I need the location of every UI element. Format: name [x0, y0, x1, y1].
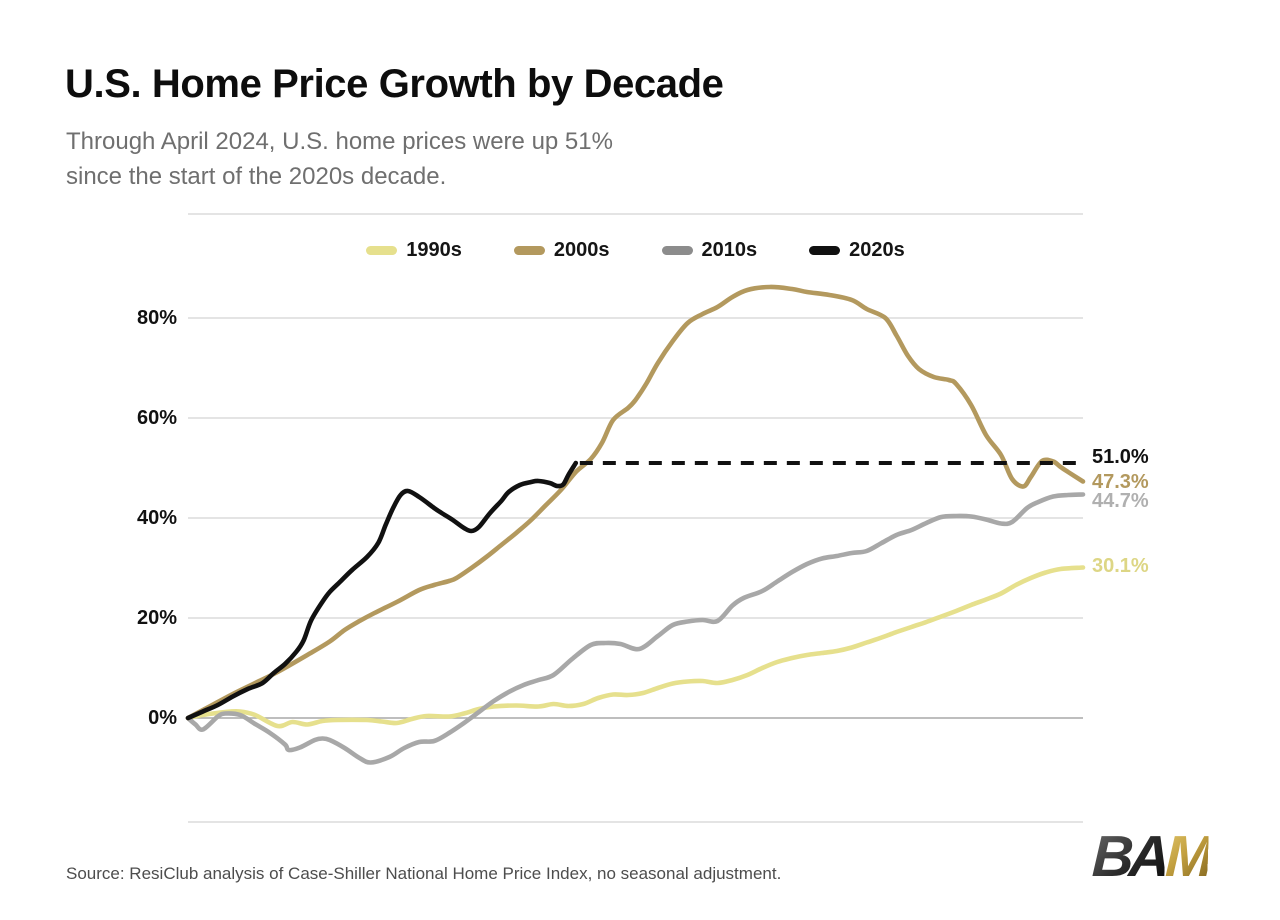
- legend-swatch-1990s: [366, 245, 398, 255]
- legend-swatch-2010s: [661, 245, 693, 255]
- legend-label-2010s: 2010s: [701, 239, 758, 261]
- chart-subtitle-line1: Through April 2024, U.S. home prices wer…: [66, 128, 613, 155]
- legend: 1990s 2000s 2010s 2020s: [188, 240, 1083, 260]
- legend-item-2010s: 2010s: [661, 239, 758, 261]
- legend-swatch-2020s: [809, 245, 841, 255]
- y-tick-0%: 0%: [148, 707, 177, 729]
- end-label-1990s: 30.1%: [1092, 554, 1149, 577]
- series-line-1990s: [185, 565, 1086, 729]
- end-label-2020s: 51.0%: [1092, 446, 1149, 468]
- source-note: Source: ResiClub analysis of Case-Shille…: [66, 864, 782, 883]
- series-line-2020s: [185, 460, 579, 721]
- legend-item-2000s: 2000s: [513, 239, 610, 261]
- series-line-2000s: [185, 284, 1086, 721]
- legend-item-2020s: 2020s: [809, 240, 905, 260]
- series-line-2010s: [185, 492, 1086, 765]
- y-tick-40%: 40%: [136, 507, 177, 529]
- chart-title: U.S. Home Price Growth by Decade: [65, 62, 724, 106]
- y-tick-20%: 20%: [136, 607, 177, 629]
- end-label-2010s: 44.7%: [1092, 490, 1149, 512]
- bam-logo-gold-letter: M: [1164, 824, 1210, 889]
- bam-logo: BAM: [1090, 824, 1210, 889]
- bam-logo-dark-letters: BA: [1090, 824, 1167, 889]
- chart-subtitle: Through April 2024, U.S. home prices wer…: [66, 124, 613, 194]
- end-label-2000s: 47.3%: [1092, 470, 1149, 493]
- y-tick-60%: 60%: [136, 407, 177, 429]
- legend-swatch-2000s: [513, 245, 545, 255]
- legend-label-1990s: 1990s: [406, 239, 462, 261]
- legend-item-1990s: 1990s: [366, 240, 462, 260]
- chart-subtitle-line2: since the start of the 2020s decade.: [66, 163, 447, 190]
- legend-label-2000s: 2000s: [553, 239, 610, 261]
- y-tick-80%: 80%: [136, 307, 177, 329]
- legend-label-2020s: 2020s: [849, 239, 905, 261]
